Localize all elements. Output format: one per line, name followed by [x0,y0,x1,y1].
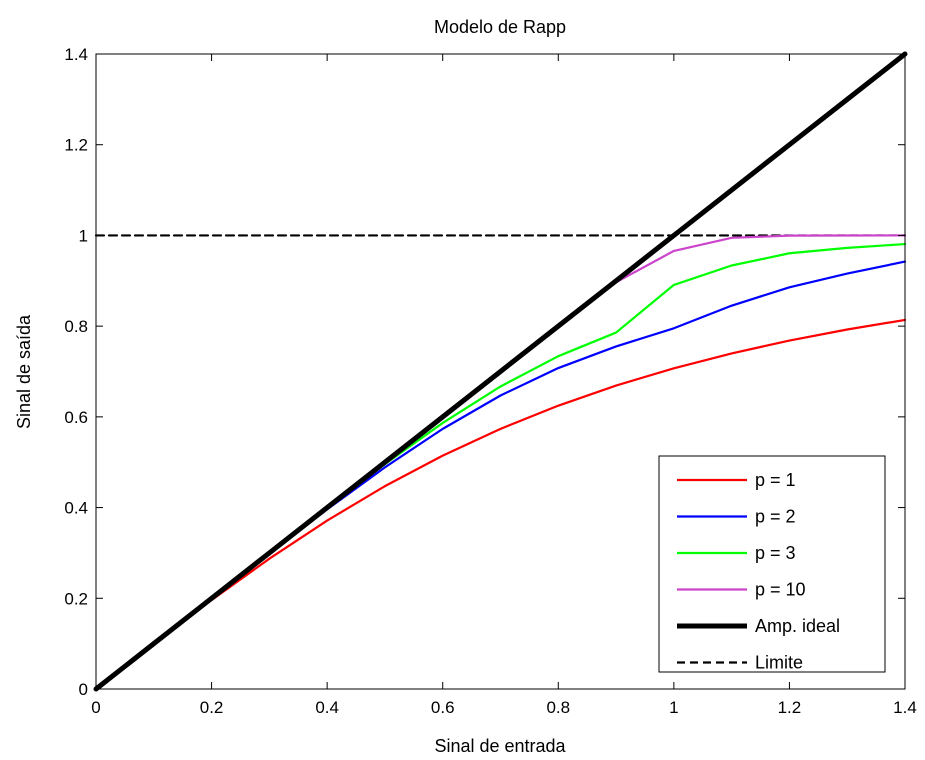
x-tick-label: 0 [91,698,100,717]
plot-frame [95,53,906,690]
y-tick-label: 0.6 [64,408,88,427]
chart-title: Modelo de Rapp [434,17,566,37]
x-axis-label: Sinal de entrada [434,736,566,756]
y-tick-label: 1 [79,226,88,245]
legend-label-p-3: p = 3 [755,543,796,563]
x-tick-label: 0.2 [200,698,224,717]
x-tick-label: 0.4 [315,698,339,717]
y-tick-label: 1.4 [64,45,88,64]
legend-label-p-10: p = 10 [755,580,806,600]
y-tick-label: 0.4 [64,499,88,518]
y-axis-label: Sinal de saída [14,314,34,429]
legend-box [658,455,886,673]
legend-label-limite: Limite [755,653,803,673]
y-tick-label: 0 [79,680,88,699]
y-tick-label: 0.8 [64,317,88,336]
x-tick-label: 1 [669,698,678,717]
x-tick-label: 0.8 [546,698,570,717]
legend-label-amp-ideal: Amp. ideal [755,616,840,636]
y-tick-label: 1.2 [64,136,88,155]
x-tick-label: 0.6 [431,698,455,717]
series-line-amp-ideal [93,51,908,692]
y-tick-label: 0.2 [64,589,88,608]
legend-label-p-2: p = 2 [755,507,796,527]
series-layer [93,51,908,692]
ticks-layer: 0 0.2 0.4 0.6 0.8 1 1.2 1.4 0 0.2 0.4 0.6 0.8 1 1.2 1.4 [64,45,916,717]
x-tick-label: 1.2 [778,698,802,717]
x-tick-label: 1.4 [893,698,917,717]
legend-label-p-1: p = 1 [755,470,796,490]
legend: p = 1 p = 2 p = 3 p = 10 Amp. ideal Limite [658,455,886,673]
